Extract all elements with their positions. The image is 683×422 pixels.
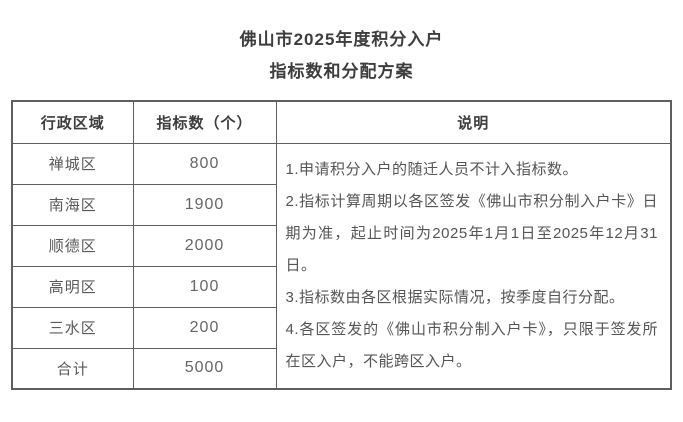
title-line-1: 佛山市2025年度积分入户 xyxy=(239,30,444,49)
title-line-2: 指标数和分配方案 xyxy=(269,62,414,81)
note-item: 2.指标计算周期以各区签发《佛山市积分制入户卡》日期为准，起止时间为2025年1… xyxy=(285,192,658,274)
quota-cell: 800 xyxy=(132,142,277,185)
header-cell-region: 行政区域 xyxy=(11,100,134,144)
region-cell: 南海区 xyxy=(11,183,134,226)
quota-table: 行政区域 指标数（个） 说明 禅城区 800 1.申请积分入户的随迁人员不计入指… xyxy=(11,100,672,390)
quota-cell: 2000 xyxy=(132,224,277,267)
region-cell: 顺德区 xyxy=(11,224,134,267)
note-item: 1.申请积分入户的随迁人员不计入指标数。 xyxy=(285,160,579,178)
note-item: 3.指标数由各区根据实际情况，按季度自行分配。 xyxy=(285,288,625,306)
region-cell: 高明区 xyxy=(11,265,134,308)
note-item: 4.各区签发的《佛山市积分制入户卡》，只限于签发所在区入户，不能跨区入户。 xyxy=(285,320,658,370)
table-row: 高明区 100 xyxy=(11,265,671,308)
quota-cell: 200 xyxy=(132,306,277,349)
region-cell: 三水区 xyxy=(11,306,134,349)
table-row: 南海区 1900 xyxy=(11,183,671,226)
table-row: 三水区 200 xyxy=(11,306,671,349)
header-cell-quota: 指标数（个） xyxy=(132,100,277,144)
header-cell-notes: 说明 xyxy=(275,100,672,144)
table-row: 禅城区 800 1.申请积分入户的随迁人员不计入指标数。 2.指标计算周期以各区… xyxy=(11,142,672,390)
table-row: 顺德区 2000 xyxy=(11,224,671,267)
notes-cell: 1.申请积分入户的随迁人员不计入指标数。 2.指标计算周期以各区签发《佛山市积分… xyxy=(275,142,672,390)
quota-cell: 100 xyxy=(132,265,277,308)
table-row total-row: 合计 5000 xyxy=(11,347,671,390)
table-header-row: 行政区域 指标数（个） 说明 xyxy=(11,100,672,144)
quota-cell: 1900 xyxy=(132,183,277,226)
region-cell: 禅城区 xyxy=(11,142,134,185)
quota-cell-total: 5000 xyxy=(132,347,277,390)
document-title: 佛山市2025年度积分入户 指标数和分配方案 xyxy=(0,0,683,88)
region-cell-total: 合计 xyxy=(11,347,134,390)
